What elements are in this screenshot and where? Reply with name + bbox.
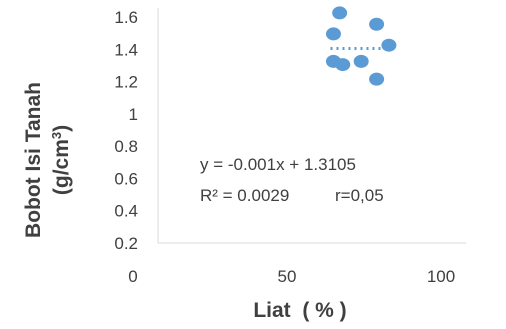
y-tick-label: 0.8 — [114, 137, 138, 156]
scatter-point — [369, 72, 385, 86]
y-axis-title-main: Bobot Isi Tanah — [22, 82, 45, 238]
scatter-point — [369, 17, 385, 31]
scatter-point — [381, 38, 397, 52]
scatter-point — [335, 58, 351, 72]
trendline-equation: y = -0.001x + 1.3105 — [200, 155, 356, 174]
scatter-point — [332, 6, 348, 20]
data-points — [325, 6, 397, 86]
y-axis-unit-prefix: (g/cm — [50, 139, 73, 195]
r-value-label: r=0,05 — [335, 186, 384, 205]
y-axis-unit-sup: 3 — [49, 132, 64, 139]
y-tick-label: 1.2 — [114, 73, 138, 92]
x-tick-labels: 0 50 100 — [128, 267, 455, 286]
y-tick-label: 1 — [129, 105, 138, 124]
x-axis-title: Liat ( % ) — [253, 299, 346, 322]
scatter-point — [325, 27, 341, 41]
y-tick-label: 0.2 — [114, 234, 138, 253]
y-axis-title: Bobot Isi Tanah (g/cm3) — [22, 82, 73, 238]
x-tick-label: 0 — [128, 267, 137, 286]
x-tick-label: 50 — [278, 267, 297, 286]
y-tick-label: 1.6 — [114, 8, 138, 27]
y-tick-label: 1.4 — [114, 40, 138, 59]
y-tick-label: 0.4 — [114, 202, 138, 221]
x-tick-label: 100 — [427, 267, 455, 286]
y-tick-label: 0.6 — [114, 169, 138, 188]
y-axis-title-unit: (g/cm3) — [49, 125, 74, 195]
scatter-point — [353, 54, 369, 68]
y-axis-unit-suffix: ) — [50, 125, 73, 132]
y-tick-labels: 0.2 0.4 0.6 0.8 1 1.2 1.4 1.6 — [114, 8, 138, 253]
r-squared-label: R² = 0.0029 — [200, 186, 289, 205]
